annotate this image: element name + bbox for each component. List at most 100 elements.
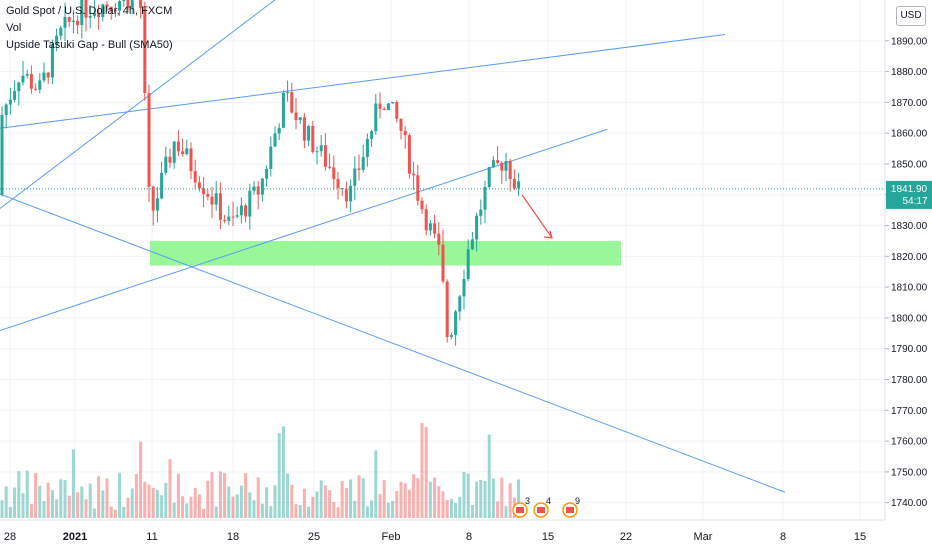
candle-body	[508, 160, 512, 179]
candle-body	[378, 103, 382, 109]
candle-body	[46, 72, 50, 78]
volume-bar	[197, 494, 201, 518]
candle-body	[151, 186, 155, 211]
volume-bar	[424, 426, 428, 518]
candle-body	[38, 80, 42, 90]
candle-body	[269, 146, 273, 169]
volume-bar	[391, 500, 395, 518]
time-tick-label: 11	[146, 531, 157, 543]
candle-body	[265, 168, 269, 179]
volume-bar	[235, 494, 239, 518]
price-tick-label: 1770.00	[891, 406, 928, 417]
currency-button[interactable]: USD	[896, 6, 926, 26]
event-flag-icon-stripe	[566, 507, 574, 513]
candle-body	[273, 133, 277, 147]
volume-bar	[462, 471, 466, 518]
candle-body	[244, 205, 248, 217]
candle-body	[332, 167, 336, 180]
volume-bar	[0, 500, 4, 518]
volume-bar	[67, 495, 71, 518]
volume-bar	[29, 503, 33, 518]
volume-bar	[307, 506, 311, 518]
volume-bar	[101, 490, 105, 518]
candle-body	[168, 156, 172, 163]
candle-body	[118, 1, 122, 11]
volume-bar	[130, 488, 134, 518]
candle-body	[403, 130, 407, 136]
time-tick-label: Mar	[694, 531, 713, 543]
candle-body	[210, 196, 214, 205]
volume-bar	[479, 479, 483, 518]
support-zone[interactable]	[150, 240, 621, 266]
last-price-value: 1841.90	[891, 184, 928, 195]
volume-bar	[340, 481, 344, 518]
candle-body	[88, 15, 92, 18]
candle-body	[462, 279, 466, 297]
volume-bar	[8, 506, 12, 518]
time-axis-ticks: 28 2021 11 18 25 Feb 8 15 22 Mar 8 15	[4, 531, 866, 543]
volume-bar	[176, 473, 180, 518]
candle-body	[344, 189, 348, 202]
time-tick-label: 28	[4, 531, 16, 543]
bar-countdown: 54:17	[902, 196, 927, 207]
candle-body	[63, 16, 67, 28]
volume-bar	[139, 441, 143, 518]
candle-body	[59, 27, 63, 36]
volume-bar	[378, 494, 382, 518]
volume-bar	[483, 480, 487, 518]
indicator-legend[interactable]: Upside Tasuki Gap - Bull (SMA50)	[6, 39, 173, 51]
volume-legend[interactable]: Vol	[6, 22, 22, 34]
volume-bar	[428, 481, 432, 518]
price-axis[interactable]	[885, 0, 932, 550]
volume-bar	[466, 473, 470, 518]
forecast-arrow[interactable]	[521, 194, 553, 239]
candle-body	[428, 223, 432, 231]
volume-bar	[265, 487, 269, 518]
volume-bar	[298, 505, 302, 518]
volume-bar	[71, 449, 75, 518]
candle-body	[8, 99, 12, 105]
event-badges[interactable]: 3 4 9	[512, 496, 580, 518]
candle-body	[512, 178, 516, 189]
volume-bar	[412, 474, 416, 518]
candle-body	[206, 194, 210, 197]
candle-body	[181, 151, 185, 155]
price-tick-label: 1870.00	[891, 98, 928, 109]
volume-bar	[160, 495, 164, 518]
event-badge-count: 4	[546, 496, 551, 506]
volume-bar	[214, 506, 218, 518]
volume-bar	[118, 472, 122, 518]
candle-body	[218, 193, 222, 220]
candle-body	[256, 186, 260, 195]
volume-bar	[407, 489, 411, 518]
volume-bar	[50, 490, 54, 518]
last-price-box	[886, 180, 932, 209]
candle-body	[67, 16, 71, 22]
candle-body	[319, 145, 323, 152]
chart-title[interactable]: Gold Spot / U.S. Dollar, 4h, FXCM	[6, 5, 173, 17]
volume-bar	[151, 487, 155, 518]
price-tick-label: 1780.00	[891, 375, 928, 386]
volume-bar	[21, 493, 25, 518]
candle-body	[504, 160, 508, 171]
candle-body	[487, 167, 491, 188]
candle-body	[130, 0, 134, 8]
volume-bar	[458, 496, 462, 518]
candle-body	[185, 148, 189, 155]
candle-body	[21, 75, 25, 83]
volume-bar	[231, 496, 235, 518]
candle-body	[92, 12, 96, 16]
volume-bar	[382, 480, 386, 518]
candle-body	[0, 114, 4, 195]
volume-bar	[496, 501, 500, 518]
candle-body	[416, 175, 420, 201]
candle-body	[328, 166, 332, 168]
volume-bar	[76, 492, 80, 518]
candle-body	[193, 171, 197, 183]
candle-body	[113, 10, 117, 12]
volume-bar	[416, 478, 420, 518]
candle-body	[395, 102, 399, 119]
candle-body	[361, 156, 365, 170]
candle-body	[437, 233, 441, 245]
